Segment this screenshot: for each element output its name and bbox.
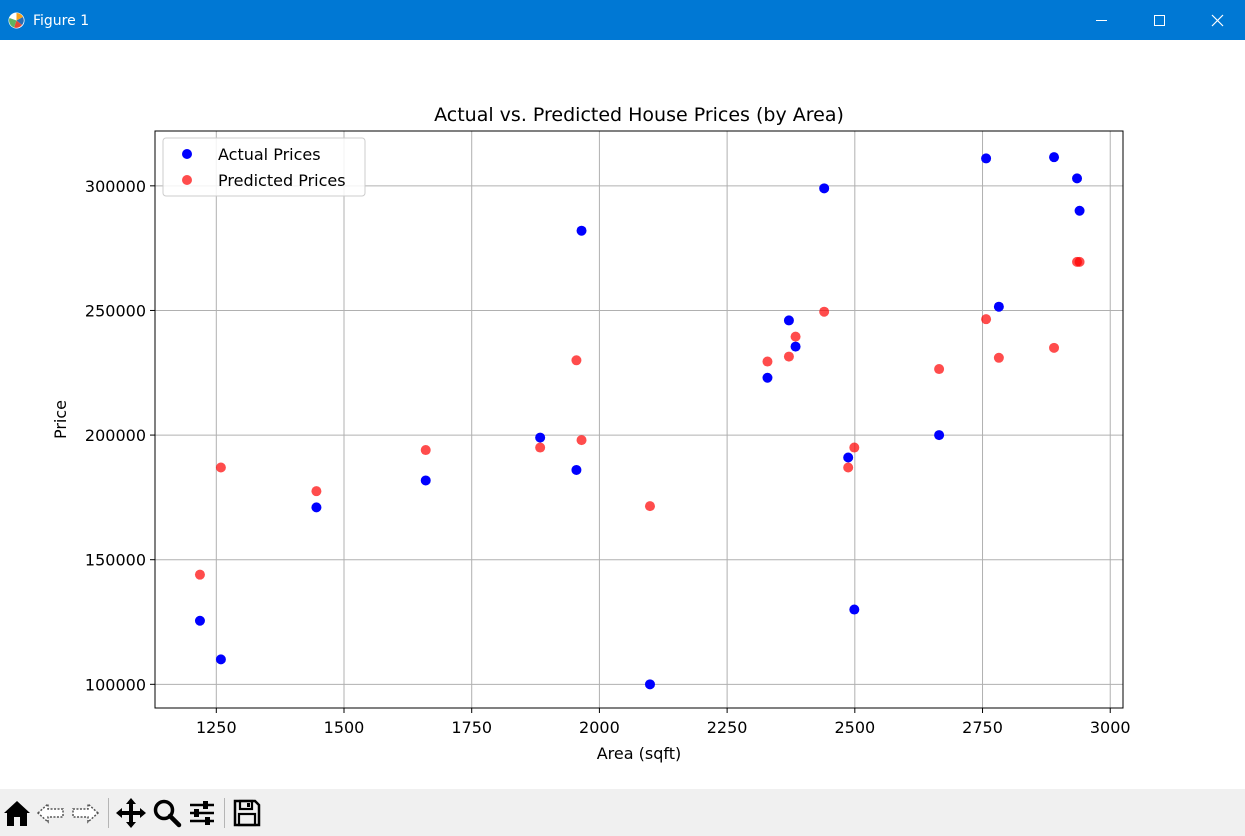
save-icon bbox=[233, 799, 261, 827]
window-title: Figure 1 bbox=[33, 13, 90, 29]
predicted-price-point bbox=[215, 462, 226, 473]
actual-price-point bbox=[215, 654, 226, 665]
chart-title: Actual vs. Predicted House Prices (by Ar… bbox=[434, 104, 844, 126]
x-tick-label: 1500 bbox=[324, 718, 365, 737]
close-icon bbox=[1211, 14, 1224, 27]
actual-price-point bbox=[535, 432, 546, 443]
actual-price-point bbox=[420, 475, 431, 486]
legend-marker bbox=[182, 175, 192, 185]
y-tick-label: 250000 bbox=[85, 301, 146, 320]
legend-label: Predicted Prices bbox=[218, 171, 346, 190]
predicted-price-point bbox=[762, 356, 773, 367]
y-axis-label: Price bbox=[51, 400, 70, 439]
legend-marker bbox=[182, 149, 192, 159]
pan-icon bbox=[116, 798, 146, 828]
predicted-price-point bbox=[194, 569, 205, 580]
actual-price-point bbox=[1049, 152, 1060, 163]
actual-price-point bbox=[194, 615, 205, 626]
configure-subplots-icon bbox=[190, 801, 214, 825]
legend-box bbox=[162, 137, 366, 197]
axes-frame bbox=[154, 130, 1124, 709]
predicted-price-point bbox=[993, 352, 1004, 363]
maximize-button[interactable] bbox=[1130, 0, 1188, 40]
x-tick-label: 2250 bbox=[707, 718, 748, 737]
x-tick-label: 2000 bbox=[579, 718, 620, 737]
actual-price-point bbox=[790, 341, 801, 352]
title-bar[interactable]: Figure 1 bbox=[0, 0, 1245, 40]
x-tick-label: 2750 bbox=[962, 718, 1003, 737]
actual-price-point bbox=[571, 464, 582, 475]
y-tick-label: 300000 bbox=[85, 177, 146, 196]
scatter-chart: 1250 1500 1750 2000 2250 2500 2750 3000 100000 15… bbox=[51, 104, 1131, 763]
actual-price-point bbox=[993, 301, 1004, 312]
predicted-price-point bbox=[783, 351, 794, 362]
predicted-price-point bbox=[849, 442, 860, 453]
actual-price-point bbox=[849, 604, 860, 615]
home-icon bbox=[4, 801, 30, 826]
close-button[interactable] bbox=[1188, 0, 1245, 40]
predicted-price-point bbox=[1049, 342, 1060, 353]
actual-price-point bbox=[819, 183, 830, 194]
toolbar-separator bbox=[224, 798, 225, 828]
predicted-price-point bbox=[535, 442, 546, 453]
predicted-price-point bbox=[644, 501, 655, 512]
actual-price-point bbox=[1072, 173, 1083, 184]
predicted-price-point bbox=[819, 306, 830, 317]
predicted-price-point bbox=[843, 462, 854, 473]
predicted-price-point bbox=[934, 364, 945, 375]
matplotlib-icon bbox=[8, 12, 25, 29]
home-button[interactable] bbox=[1, 797, 33, 829]
zoom-icon bbox=[153, 799, 182, 828]
minimize-icon bbox=[1096, 20, 1107, 21]
minimize-button[interactable] bbox=[1072, 0, 1130, 40]
predicted-price-point bbox=[571, 355, 582, 366]
toolbar-separator bbox=[108, 798, 109, 828]
actual-price-point bbox=[311, 502, 322, 513]
forward-button[interactable] bbox=[69, 797, 101, 829]
legend-label: Actual Prices bbox=[218, 145, 321, 164]
y-tick-label: 150000 bbox=[85, 551, 146, 570]
x-tick-label: 3000 bbox=[1090, 718, 1131, 737]
predicted-price-point bbox=[790, 331, 801, 342]
x-axis-label: Area (sqft) bbox=[597, 744, 682, 763]
x-tick-label: 2500 bbox=[834, 718, 875, 737]
back-icon bbox=[36, 802, 64, 824]
actual-price-point bbox=[576, 225, 587, 236]
predicted-price-point bbox=[1074, 256, 1085, 267]
maximize-icon bbox=[1154, 15, 1165, 26]
actual-price-point bbox=[644, 679, 655, 690]
actual-price-point bbox=[762, 372, 773, 383]
predicted-price-point bbox=[311, 486, 322, 497]
predicted-price-point bbox=[420, 445, 431, 456]
forward-icon bbox=[72, 802, 100, 824]
configure-subplots-button[interactable] bbox=[186, 797, 218, 829]
predicted-price-point bbox=[576, 435, 587, 446]
zoom-button[interactable] bbox=[151, 797, 183, 829]
y-tick-label: 200000 bbox=[85, 426, 146, 445]
x-tick-label: 1250 bbox=[196, 718, 237, 737]
save-button[interactable] bbox=[231, 797, 263, 829]
x-tick-label: 1750 bbox=[451, 718, 492, 737]
actual-price-point bbox=[934, 430, 945, 441]
actual-price-point bbox=[843, 452, 854, 463]
back-button[interactable] bbox=[35, 797, 67, 829]
actual-price-point bbox=[1074, 205, 1085, 216]
pan-button[interactable] bbox=[115, 797, 147, 829]
actual-price-point bbox=[783, 315, 794, 326]
y-tick-label: 100000 bbox=[85, 675, 146, 694]
actual-price-point bbox=[981, 153, 992, 164]
predicted-price-point bbox=[981, 314, 992, 325]
figure-canvas[interactable]: 1250 1500 1750 2000 2250 2500 2750 3000 100000 15… bbox=[0, 40, 1245, 789]
navigation-toolbar bbox=[0, 789, 1245, 836]
